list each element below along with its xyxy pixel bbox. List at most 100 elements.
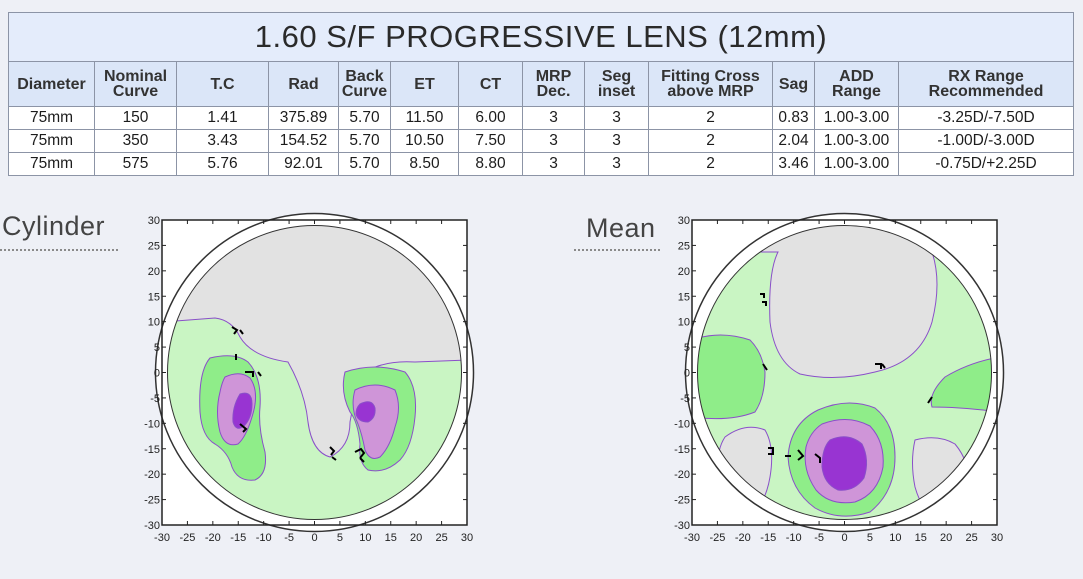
column-header-row: Diameter Nominal Curve T.C Rad Back Curve ET CT M… — [8, 61, 1075, 107]
column-header-text: MRP — [535, 68, 572, 85]
table-cell: 10.50 — [390, 129, 459, 153]
mean-x-tick-label: 30 — [991, 532, 1003, 544]
table-cell: 92.01 — [268, 152, 339, 176]
table-cell: 150 — [94, 106, 177, 130]
cylinder-contour-label-3 — [239, 423, 248, 433]
mean-bottom-purple-zone — [821, 436, 868, 491]
table-cell: 575 — [94, 152, 177, 176]
table-cell: 2 — [648, 129, 773, 153]
mean-x-tick-label: 15 — [915, 532, 927, 544]
table-cell: 5.76 — [176, 152, 269, 176]
cylinder-x-tick-label: 20 — [410, 532, 422, 544]
mean-axes: -30 -25 -20 -15 -10 -5 0 5 10 15 20 25 30 30 25 20 15 10 5… — [674, 215, 1003, 544]
table-cell: 75mm — [8, 152, 95, 176]
column-header: Seg inset — [584, 61, 649, 107]
cylinder-x-tick-label: 5 — [337, 532, 343, 544]
cylinder-right-purple-zone — [355, 401, 376, 423]
table-cell: 75mm — [8, 129, 95, 153]
table-row: 75mm 575 5.76 92.01 5.70 8.50 8.80 3 3 2 3.46 1.00-… — [8, 152, 1075, 176]
cylinder-y-tick-label: -25 — [144, 495, 160, 507]
column-header: RX Range Recommended — [897, 61, 1075, 107]
table-body: 75mm 150 1.41 375.89 5.70 11.50 6.00 3 3 2 0.83 1.0… — [8, 106, 1075, 176]
cylinder-x-tick-label: -20 — [205, 532, 221, 544]
column-header-text: Fitting Cross — [661, 68, 760, 85]
column-header-text: ET — [414, 75, 435, 93]
cylinder-y-tick-label: 20 — [148, 266, 160, 278]
mean-y-tick-label: 30 — [678, 215, 690, 227]
cylinder-y-tick-label: 15 — [148, 291, 160, 303]
column-header: T.C — [176, 61, 269, 107]
mean-lens-inner-outline — [697, 225, 992, 520]
mean-x-tick-label: 25 — [965, 532, 977, 544]
table-cell: 2.04 — [772, 129, 815, 153]
cylinder-x-tick-label: -15 — [230, 532, 246, 544]
table-cell: 3 — [522, 106, 585, 130]
column-header-text: Dec. — [536, 83, 571, 100]
mean-y-tick-label: -5 — [680, 393, 690, 405]
table-cell: 11.50 — [390, 106, 459, 130]
column-header: Back Curve — [338, 61, 391, 107]
table-cell: 6.00 — [458, 106, 523, 130]
cylinder-y-tick-label: 10 — [148, 317, 160, 329]
table-cell: -0.75D/+2.25D — [897, 152, 1075, 176]
column-header-text: Curve — [112, 83, 159, 100]
mean-right-green-zone — [930, 356, 992, 413]
table-cell: -3.25D/-7.50D — [897, 106, 1075, 130]
mean-y-tick-label: -30 — [674, 520, 690, 532]
cylinder-contour-label-0 — [231, 326, 244, 335]
column-header-text: Seg — [601, 68, 632, 85]
cylinder-contour-label-5 — [354, 447, 366, 463]
cylinder-x-tick-label: 15 — [385, 532, 397, 544]
table-cell: 375.89 — [268, 106, 339, 130]
mean-y-tick-label: 0 — [684, 368, 690, 380]
table-cell: 8.80 — [458, 152, 523, 176]
cylinder-x-tick-label: -10 — [256, 532, 272, 544]
cylinder-y-tick-label: 25 — [148, 240, 160, 252]
table-cell: 1.00-3.00 — [814, 129, 899, 153]
cylinder-contours — [167, 225, 462, 520]
table-cell: 8.50 — [390, 152, 459, 176]
cylinder-plot-title: Cylinder — [2, 211, 106, 241]
column-header: Diameter — [8, 61, 95, 107]
table-cell: 3 — [584, 152, 649, 176]
mean-x-tick-label: -25 — [709, 532, 725, 544]
mean-x-tick-label: 0 — [841, 532, 847, 544]
mean-contour-label-6 — [814, 453, 821, 463]
table-cell: 2 — [648, 106, 773, 130]
mean-y-tick-label: 5 — [684, 342, 690, 354]
cylinder-x-tick-label: -30 — [154, 532, 170, 544]
cylinder-contour-label-4 — [329, 446, 337, 461]
column-header-text: RX Range — [948, 68, 1024, 85]
mean-x-tick-label: 5 — [867, 532, 873, 544]
mean-y-tick-label: 20 — [678, 266, 690, 278]
mean-x-tick-label: -15 — [760, 532, 776, 544]
column-header: Fitting Cross above MRP — [648, 61, 773, 107]
table-cell: 3 — [522, 152, 585, 176]
cylinder-x-tick-label: -25 — [179, 532, 195, 544]
column-header-text: inset — [597, 83, 636, 100]
column-header: Rad — [268, 61, 339, 107]
cylinder-y-tick-label: -30 — [144, 520, 160, 532]
mean-x-tick-label: -5 — [814, 532, 824, 544]
mean-contour-plot: -30 -25 -20 -15 -10 -5 0 5 10 15 20 25 30 30 25 20 15 10 5… — [674, 212, 1005, 544]
lens-spec-table: 1.60 S/F PROGRESSIVE LENS (12mm) Diamete… — [7, 12, 1075, 176]
cylinder-y-tick-label: 0 — [154, 368, 160, 380]
table-cell: 154.52 — [268, 129, 339, 153]
mean-y-tick-label: -25 — [674, 495, 690, 507]
cylinder-title-underline — [0, 249, 118, 251]
column-header: MRP Dec. — [522, 61, 585, 107]
column-header-text: Rad — [288, 75, 319, 93]
table-cell: 1.41 — [176, 106, 269, 130]
mean-contour-label-4 — [768, 447, 774, 455]
column-header: CT — [458, 61, 523, 107]
column-header-text: Range — [832, 83, 881, 100]
column-header: Sag — [772, 61, 815, 107]
column-header-text: Diameter — [17, 75, 86, 93]
column-header-text: ADD — [839, 68, 874, 85]
cylinder-y-tick-label: -20 — [144, 469, 160, 481]
table-cell: 2 — [648, 152, 773, 176]
table-cell: 3 — [522, 129, 585, 153]
table-cell: 3 — [584, 106, 649, 130]
column-header-text: CT — [479, 75, 502, 93]
cylinder-contour-label-2 — [245, 371, 262, 377]
